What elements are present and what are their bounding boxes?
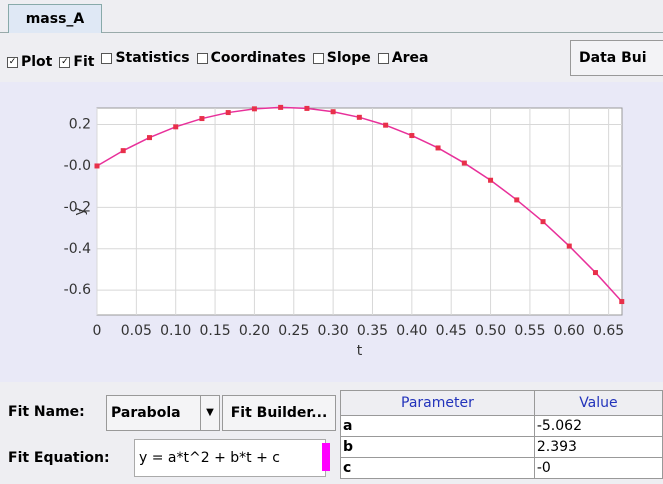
checkbox[interactable]: ✓ Plot xyxy=(7,40,52,84)
fit-color-swatch[interactable] xyxy=(322,443,330,471)
data-builder-button[interactable]: Data Bui xyxy=(570,40,663,76)
y-tick-label: -0.6 xyxy=(64,282,91,298)
parameter-cell: a xyxy=(340,415,535,437)
fit-name-label: Fit Name: xyxy=(8,404,85,420)
x-tick-label: 0.55 xyxy=(514,323,545,339)
table-row: c -0 xyxy=(340,457,663,479)
y-tick-label: 0.2 xyxy=(69,117,91,133)
chart: 0.2 -0.0 -0.2 -0.4 -0.6 0 0.05 0.10 0.15 0.20 0.25… xyxy=(0,82,663,382)
x-tick-label: 0.30 xyxy=(318,323,349,339)
y-tick-label: -0.2 xyxy=(64,199,91,215)
data-point xyxy=(619,299,625,305)
data-point xyxy=(173,124,179,130)
fit-equation-field[interactable]: y = a*t^2 + b*t + c xyxy=(134,439,326,477)
table-body: a -5.062 b 2.393 c -0 xyxy=(340,415,663,479)
checkbox-label: Slope xyxy=(326,50,371,66)
y-axis-label: y xyxy=(72,207,88,215)
data-point xyxy=(120,148,126,154)
x-tick-label: 0.65 xyxy=(593,323,624,339)
checkbox-box: ✓ xyxy=(7,56,18,68)
x-tick-label: 0.50 xyxy=(475,323,506,339)
tab-bar: mass_A xyxy=(0,0,663,33)
checkbox[interactable]: Slope xyxy=(312,36,371,80)
fit-name-dropdown[interactable]: Parabola ▼ xyxy=(106,395,220,431)
checkbox[interactable]: Area xyxy=(377,36,429,80)
x-tick-label: 0.45 xyxy=(436,323,467,339)
checkbox[interactable]: ✓ Fit xyxy=(59,40,94,84)
column-header: Parameter xyxy=(340,390,535,416)
parameter-cell: c xyxy=(340,457,535,479)
x-tick-label: 0.60 xyxy=(554,323,585,339)
data-point xyxy=(514,197,520,203)
dropdown-arrow: ▼ xyxy=(200,396,219,430)
checkbox-box xyxy=(377,52,389,64)
checkbox-label: Plot xyxy=(21,54,53,70)
data-point xyxy=(592,270,598,276)
value-cell: -5.062 xyxy=(533,415,663,437)
checkbox[interactable]: Statistics xyxy=(101,36,190,80)
data-point xyxy=(383,122,389,128)
x-tick-label: 0 xyxy=(93,323,102,339)
x-tick-label: 0.10 xyxy=(160,323,191,339)
fit-name: Parabola xyxy=(111,405,181,421)
column-header: Value xyxy=(533,390,663,416)
value-cell: 2.393 xyxy=(533,436,663,458)
checkbox-label: Coordinates xyxy=(210,50,306,66)
tab[interactable]: mass_A xyxy=(8,4,102,33)
data-point xyxy=(251,106,257,112)
checkbox[interactable]: Coordinates xyxy=(196,36,306,80)
parameter-table: Parameter Value a -5.062 b 2.393 c -0 xyxy=(340,390,663,479)
data-point xyxy=(330,109,336,115)
x-tick-label: 0.40 xyxy=(396,323,427,339)
x-tick-label: 0.25 xyxy=(278,323,309,339)
table-row: b 2.393 xyxy=(340,436,663,458)
fit-panel: Fit Name: Parabola ▼ Fit Builder... Fit … xyxy=(0,385,338,484)
checkbox-label: Fit xyxy=(73,54,95,70)
data-point xyxy=(225,110,231,116)
data-point xyxy=(278,104,284,110)
checkbox-row: ✓ Plot ✓ Fit Statistics Coordinates Slope Area xyxy=(0,36,663,84)
data-point xyxy=(566,243,572,249)
parameter-cell: b xyxy=(340,436,535,458)
checkbox-label: Statistics xyxy=(115,50,190,66)
data-point xyxy=(356,114,362,120)
data-point xyxy=(147,135,152,141)
data-point xyxy=(540,219,546,225)
data-point xyxy=(461,160,467,166)
x-tick-label: 0.35 xyxy=(357,323,388,339)
y-tick-label: -0.0 xyxy=(64,158,91,174)
table-header: Parameter Value xyxy=(340,390,663,416)
value-cell: -0 xyxy=(533,457,663,479)
data-point xyxy=(409,133,415,139)
data-point xyxy=(435,145,441,151)
checkbox-box xyxy=(312,52,324,64)
fit-builder-button[interactable]: Fit Builder... xyxy=(222,395,336,431)
x-tick-label: 0.15 xyxy=(199,323,230,339)
table-row: a -5.062 xyxy=(340,415,663,437)
y-tick-label: -0.4 xyxy=(64,241,91,257)
checkbox-box xyxy=(101,52,113,64)
x-tick-label: 0.05 xyxy=(121,323,152,339)
x-tick-label: 0.20 xyxy=(239,323,270,339)
data-point xyxy=(488,177,494,183)
checkbox-box: ✓ xyxy=(59,56,71,68)
x-axis-label: t xyxy=(357,343,363,359)
checkbox-box xyxy=(196,52,208,64)
data-point xyxy=(304,105,310,111)
fit-equation-label: Fit Equation: xyxy=(8,450,110,466)
data-point xyxy=(199,116,205,122)
plot-area xyxy=(96,107,623,316)
checkbox-label: Area xyxy=(391,50,429,66)
toolbar: ✓ Plot ✓ Fit Statistics Coordinates Slope Area … xyxy=(0,36,663,80)
data-point xyxy=(94,163,100,169)
